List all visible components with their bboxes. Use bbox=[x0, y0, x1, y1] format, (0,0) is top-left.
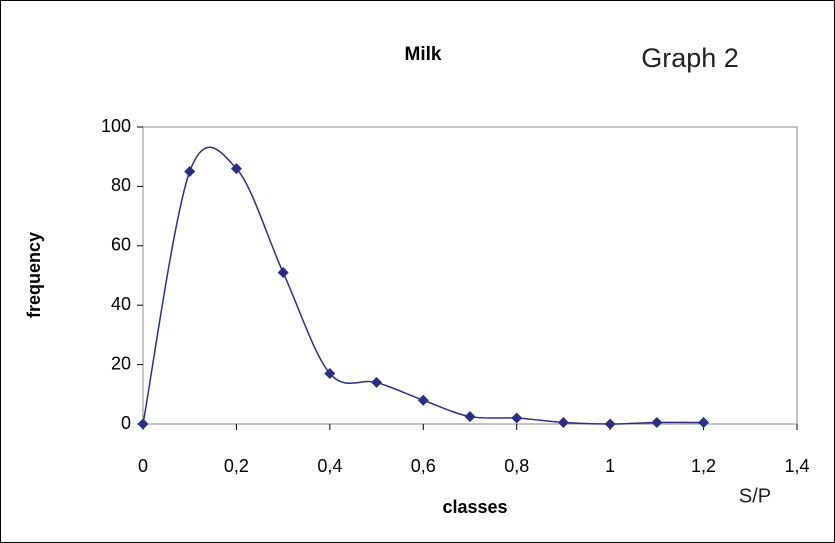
x-tick-label: 0,2 bbox=[224, 456, 249, 476]
y-tick-label: 60 bbox=[111, 235, 131, 255]
unit-label: S/P bbox=[739, 485, 771, 507]
y-axis-label: frequency bbox=[24, 232, 44, 318]
x-tick-label: 0 bbox=[138, 456, 148, 476]
y-tick-label: 80 bbox=[111, 175, 131, 195]
marker bbox=[137, 418, 149, 430]
marker bbox=[557, 417, 569, 429]
marker bbox=[230, 163, 242, 175]
marker bbox=[698, 417, 710, 429]
plot-area bbox=[142, 126, 798, 425]
x-tick-label: 1,4 bbox=[784, 456, 809, 476]
y-tick-label: 40 bbox=[111, 294, 131, 314]
chart-title: Milk bbox=[405, 44, 442, 65]
x-tick-label: 0,6 bbox=[411, 456, 436, 476]
x-tick-label: 0,4 bbox=[317, 456, 342, 476]
annotation: Graph 2 bbox=[641, 43, 739, 73]
x-tick-label: 0,8 bbox=[504, 456, 529, 476]
marker bbox=[184, 166, 196, 178]
x-tick-label: 1 bbox=[605, 456, 615, 476]
marker bbox=[464, 411, 476, 423]
marker bbox=[371, 376, 383, 388]
x-tick-label: 1,2 bbox=[691, 456, 716, 476]
marker bbox=[324, 368, 336, 380]
marker bbox=[511, 412, 523, 424]
marker bbox=[651, 417, 663, 429]
marker bbox=[604, 418, 616, 430]
marker bbox=[277, 267, 289, 279]
y-tick-label: 0 bbox=[121, 413, 131, 433]
y-tick-label: 100 bbox=[101, 116, 131, 136]
x-axis-label: classes bbox=[442, 497, 507, 517]
marker bbox=[417, 394, 429, 406]
y-tick-label: 20 bbox=[111, 353, 131, 373]
